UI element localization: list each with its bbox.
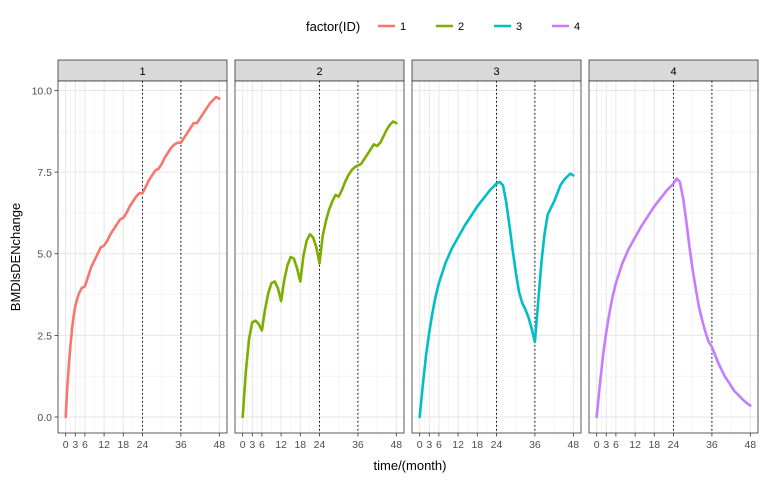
x-tick-label: 48 (567, 439, 579, 451)
x-tick-label: 48 (744, 439, 756, 451)
facet-strip-label-3: 3 (493, 66, 499, 78)
x-tick-label: 18 (648, 439, 660, 451)
series-line-3 (418, 172, 575, 419)
x-tick-label: 36 (706, 439, 718, 451)
x-tick-label: 6 (436, 439, 442, 451)
facet-strip-label-2: 2 (316, 66, 322, 78)
x-tick-label: 24 (314, 439, 326, 451)
legend-label-2: 2 (458, 21, 464, 33)
legend-item-2: 2 (436, 21, 464, 33)
x-tick-label: 0 (63, 439, 69, 451)
x-tick-label: 6 (82, 439, 88, 451)
legend-item-1: 1 (378, 21, 406, 33)
legend-item-3: 3 (494, 21, 522, 33)
x-tick-label: 6 (613, 439, 619, 451)
legend-item-4: 4 (552, 21, 580, 33)
x-tick-label: 0 (417, 439, 423, 451)
x-tick-label: 0 (594, 439, 600, 451)
y-tick-label: 7.5 (37, 167, 52, 179)
panel-4: 40 3 6 12 18 24 36 48 (588, 59, 759, 451)
series-line-4 (595, 177, 752, 419)
x-tick-label: 48 (213, 439, 225, 451)
y-tick-label: 10.0 (32, 85, 53, 97)
y-tick-label: 5.0 (37, 249, 52, 261)
panel-3: 30 3 6 12 18 24 36 48 (411, 59, 582, 451)
x-tick-label: 6 (259, 439, 265, 451)
legend-label-4: 4 (574, 21, 580, 33)
facet-strip-label-1: 1 (139, 66, 145, 78)
x-tick-label: 0 (240, 439, 246, 451)
facet-strip-label-4: 4 (670, 66, 676, 78)
x-tick-label: 36 (175, 439, 187, 451)
x-tick-label: 18 (117, 439, 129, 451)
x-tick-label: 36 (529, 439, 541, 451)
y-tick-label: 0.0 (37, 412, 52, 424)
x-tick-label: 12 (275, 439, 287, 451)
x-tick-label: 18 (471, 439, 483, 451)
x-tick-label: 48 (390, 439, 402, 451)
panel-1: 10 3 6 12 18 24 36 48 (57, 59, 228, 451)
x-tick-label: 3 (426, 439, 432, 451)
legend-label-1: 1 (400, 21, 406, 33)
series-line-1 (64, 95, 221, 419)
x-tick-label: 24 (491, 439, 503, 451)
series-line-2 (241, 120, 398, 419)
x-tick-label: 3 (72, 439, 78, 451)
x-tick-label: 3 (249, 439, 255, 451)
x-tick-label: 12 (98, 439, 110, 451)
x-tick-label: 36 (352, 439, 364, 451)
panel-2: 20 3 6 12 18 24 36 48 (234, 59, 405, 451)
y-tick-label: 2.5 (37, 330, 52, 342)
legend-title: factor(ID) (306, 19, 360, 34)
legend-label-3: 3 (516, 21, 522, 33)
y-axis-title: BMDlsDENchange (8, 203, 23, 311)
x-tick-label: 12 (629, 439, 641, 451)
x-tick-label: 24 (668, 439, 680, 451)
legend: factor(ID) 1 2 3 4 (306, 19, 580, 34)
x-tick-label: 3 (603, 439, 609, 451)
x-tick-label: 24 (137, 439, 149, 451)
x-tick-label: 18 (294, 439, 306, 451)
x-axis-title: time/(month) (374, 458, 447, 473)
x-tick-label: 12 (452, 439, 464, 451)
